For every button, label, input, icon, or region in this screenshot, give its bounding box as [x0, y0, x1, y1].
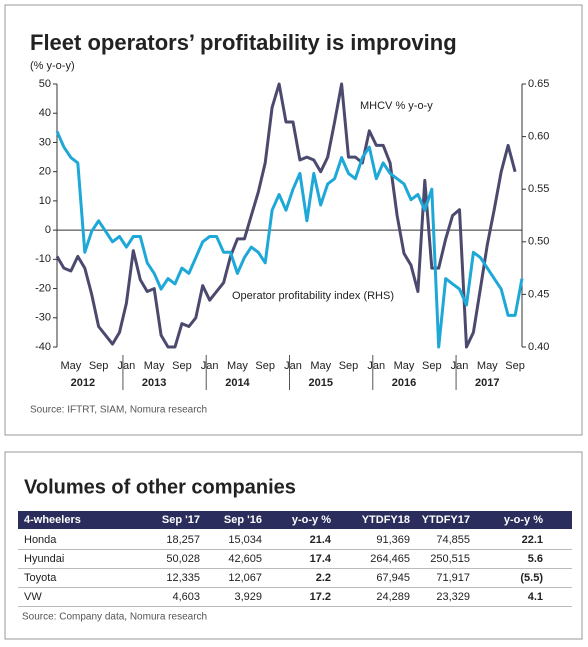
table-header: 4-wheelers	[24, 514, 81, 526]
x-group-label: 2014	[225, 377, 250, 389]
x-tick-label: Jan	[451, 360, 469, 372]
x-tick-label: May	[310, 360, 331, 372]
table-cell: 91,369	[376, 534, 410, 546]
table-cell: 22.1	[522, 534, 543, 546]
y2-tick-label: 0.50	[528, 236, 549, 248]
x-tick-label: Sep	[422, 360, 442, 372]
y2-tick-label: 0.65	[528, 78, 549, 90]
table-source: Source: Company data, Nomura research	[22, 612, 207, 623]
y-tick-label: -30	[35, 312, 51, 324]
table-cell: 18,257	[166, 534, 200, 546]
y2-tick-label: 0.40	[528, 341, 549, 353]
chart-title: Fleet operators’ profitability is improv…	[30, 30, 457, 55]
x-tick-label: Sep	[255, 360, 275, 372]
table-header: y-o-y %	[292, 514, 331, 526]
y-tick-label: 20	[39, 166, 51, 178]
y-tick-label: -40	[35, 341, 51, 353]
y-tick-label: 10	[39, 195, 51, 207]
table-cell: 3,929	[234, 591, 262, 603]
x-tick-label: Jan	[284, 360, 302, 372]
table-cell: 12,067	[228, 572, 262, 584]
y-tick-label: 50	[39, 78, 51, 90]
x-tick-label: Sep	[89, 360, 109, 372]
source: Source: IFTRT, SIAM, Nomura research	[30, 405, 207, 416]
table-cell: 250,515	[430, 553, 470, 565]
y-tick-label: -20	[35, 282, 51, 294]
table-title: Volumes of other companies	[24, 476, 296, 498]
table-cell: 12,335	[166, 572, 200, 584]
y2-tick-label: 0.55	[528, 183, 549, 195]
table-frame	[4, 451, 583, 640]
x-tick-label: Sep	[505, 360, 525, 372]
x-tick-label: May	[477, 360, 498, 372]
x-tick-label: May	[144, 360, 165, 372]
y-tick-label: -10	[35, 253, 51, 265]
table-cell: 74,855	[436, 534, 470, 546]
table-cell: VW	[24, 591, 42, 603]
table-cell: 2.2	[316, 572, 331, 584]
x-group-label: 2017	[475, 377, 499, 389]
table-cell: 5.6	[528, 553, 543, 565]
y-tick-label: 0	[45, 224, 51, 236]
x-tick-label: Jan	[118, 360, 136, 372]
x-group-label: 2012	[71, 377, 95, 389]
series-line	[55, 82, 517, 349]
x-tick-label: May	[394, 360, 415, 372]
x-tick-label: May	[227, 360, 248, 372]
table-cell: 67,945	[376, 572, 410, 584]
x-group-label: 2016	[392, 377, 416, 389]
x-tick-label: Sep	[339, 360, 359, 372]
table-cell: 71,917	[436, 572, 470, 584]
table-cell: 15,034	[228, 534, 262, 546]
table-cell: 264,465	[370, 553, 410, 565]
table-header: Sep '16	[224, 514, 262, 526]
table-cell: 50,028	[166, 553, 200, 565]
x-tick-label: May	[60, 360, 81, 372]
table-cell: Toyota	[24, 572, 57, 584]
table-header: YTDFY18	[362, 514, 410, 526]
table-cell: 4,603	[172, 591, 200, 603]
table-cell: (5.5)	[520, 572, 543, 584]
table-cell: 23,329	[436, 591, 470, 603]
table-cell: 17.2	[310, 591, 331, 603]
table-cell: Honda	[24, 534, 57, 546]
x-tick-label: Sep	[172, 360, 192, 372]
x-tick-label: Jan	[367, 360, 385, 372]
table-cell: 42,605	[228, 553, 262, 565]
y-axis-label: (% y-o-y)	[30, 60, 75, 72]
y2-tick-label: 0.45	[528, 288, 549, 300]
table-cell: 17.4	[310, 553, 332, 565]
table-cell: 21.4	[310, 534, 332, 546]
series-line	[55, 130, 524, 349]
table-header: Sep '17	[162, 514, 200, 526]
x-tick-label: Jan	[201, 360, 219, 372]
table-cell: 24,289	[376, 591, 410, 603]
table-header-bg	[18, 511, 572, 529]
series-label: Operator profitability index (RHS)	[232, 290, 394, 302]
x-group-label: 2013	[142, 377, 166, 389]
table-header: y-o-y %	[504, 514, 543, 526]
series-label: MHCV % y-o-y	[360, 100, 433, 112]
table-cell: 4.1	[528, 591, 543, 603]
y-tick-label: 40	[39, 107, 51, 119]
x-group-label: 2015	[308, 377, 332, 389]
chart-frame	[4, 4, 583, 436]
table-header: YTDFY17	[422, 514, 470, 526]
y-tick-label: 30	[39, 136, 51, 148]
table-cell: Hyundai	[24, 553, 64, 565]
y2-tick-label: 0.60	[528, 131, 549, 143]
